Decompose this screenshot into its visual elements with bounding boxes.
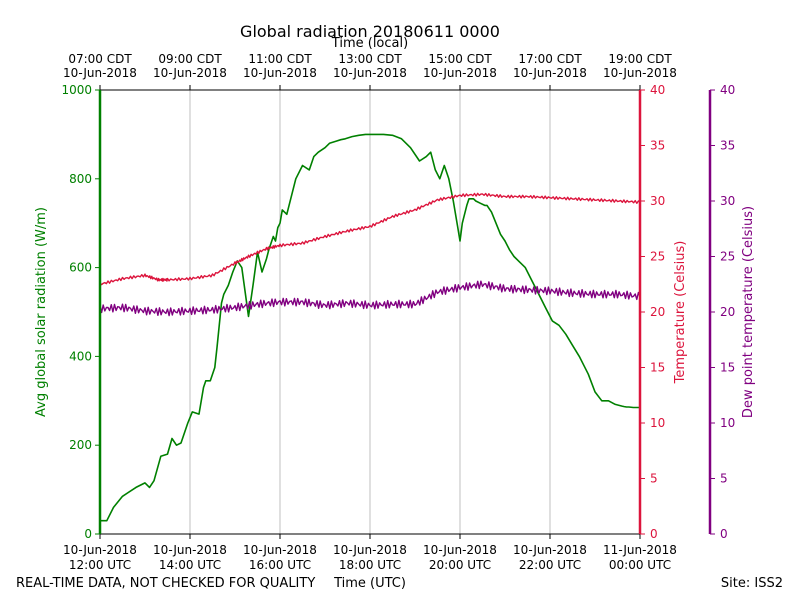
- x-tick-label-time: 20:00 UTC: [429, 558, 491, 572]
- dewpoint-y-tick-label: 10: [720, 416, 735, 430]
- solar-y-tick-label: 600: [69, 261, 92, 275]
- x2-tick-label-time: 07:00 CDT: [68, 52, 132, 66]
- dewpoint-y-axis-label: Dew point temperature (Celsius): [741, 206, 756, 418]
- x-axis-label: Time (UTC): [333, 576, 406, 591]
- x2-tick-label-time: 13:00 CDT: [338, 52, 402, 66]
- x2-tick-label-time: 19:00 CDT: [608, 52, 672, 66]
- x2-tick-label-date: 10-Jun-2018: [333, 66, 407, 80]
- temperature-y-tick-label: 20: [650, 305, 665, 319]
- x2-tick-label-time: 09:00 CDT: [158, 52, 222, 66]
- x2-tick-label-time: 17:00 CDT: [518, 52, 582, 66]
- x2-tick-label-time: 11:00 CDT: [248, 52, 312, 66]
- dewpoint-y-tick-label: 30: [720, 194, 735, 208]
- x-tick-label-date: 10-Jun-2018: [423, 543, 497, 557]
- x2-tick-label-time: 15:00 CDT: [428, 52, 492, 66]
- temperature-y-tick-label: 30: [650, 194, 665, 208]
- x2-tick-label-date: 10-Jun-2018: [153, 66, 227, 80]
- x2-tick-label-date: 10-Jun-2018: [603, 66, 677, 80]
- dewpoint-line: [99, 280, 641, 317]
- x-tick-label-time: 18:00 UTC: [339, 558, 401, 572]
- x-tick-label-date: 10-Jun-2018: [513, 543, 587, 557]
- dewpoint-y-tick-label: 25: [720, 250, 735, 264]
- x2-tick-label-date: 10-Jun-2018: [243, 66, 317, 80]
- temperature-y-axis-label: Temperature (Celsius): [673, 241, 688, 385]
- dewpoint-y-tick-label: 35: [720, 139, 735, 153]
- temperature-y-tick-label: 0: [650, 527, 658, 541]
- chart-title: Global radiation 20180611 0000: [240, 22, 500, 41]
- dewpoint-y-tick-label: 5: [720, 472, 728, 486]
- x2-tick-label-date: 10-Jun-2018: [423, 66, 497, 80]
- dewpoint-y-tick-label: 20: [720, 305, 735, 319]
- solar-y-axis-label: Avg global solar radiation (W/m): [34, 207, 49, 417]
- solar-y-tick-label: 400: [69, 349, 92, 363]
- dewpoint-y-tick-label: 15: [720, 361, 735, 375]
- x-tick-label-date: 11-Jun-2018: [603, 543, 677, 557]
- temperature-y-tick-label: 10: [650, 416, 665, 430]
- x-tick-label-date: 10-Jun-2018: [243, 543, 317, 557]
- series-layer: [99, 133, 641, 522]
- x-tick-label-date: 10-Jun-2018: [63, 543, 137, 557]
- temperature-y-tick-label: 5: [650, 472, 658, 486]
- x-tick-label-date: 10-Jun-2018: [153, 543, 227, 557]
- x-tick-label-time: 00:00 UTC: [609, 558, 671, 572]
- solar-radiation-line: [100, 133, 640, 522]
- x-tick-label-date: 10-Jun-2018: [333, 543, 407, 557]
- x-tick-label-time: 14:00 UTC: [159, 558, 221, 572]
- dewpoint-y-tick-label: 0: [720, 527, 728, 541]
- temperature-y-tick-label: 25: [650, 250, 665, 264]
- solar-y-tick-label: 0: [84, 527, 92, 541]
- temperature-line: [99, 192, 641, 286]
- solar-y-tick-label: 1000: [61, 83, 92, 97]
- x-tick-label-time: 22:00 UTC: [519, 558, 581, 572]
- temperature-y-tick-label: 35: [650, 139, 665, 153]
- gridlines: [189, 90, 551, 534]
- temperature-y-tick-label: 15: [650, 361, 665, 375]
- x2-tick-label-date: 10-Jun-2018: [63, 66, 137, 80]
- solar-y-tick-label: 800: [69, 172, 92, 186]
- temperature-y-tick-label: 40: [650, 83, 665, 97]
- x-tick-label-time: 16:00 UTC: [249, 558, 311, 572]
- x2-axis-label: Time (local): [331, 36, 408, 51]
- quality-disclaimer: REAL-TIME DATA, NOT CHECKED FOR QUALITY: [16, 576, 315, 591]
- x-tick-label-time: 12:00 UTC: [69, 558, 131, 572]
- dewpoint-y-tick-label: 40: [720, 83, 735, 97]
- site-label: Site: ISS2: [721, 576, 783, 591]
- solar-y-tick-label: 200: [69, 438, 92, 452]
- x2-tick-label-date: 10-Jun-2018: [513, 66, 587, 80]
